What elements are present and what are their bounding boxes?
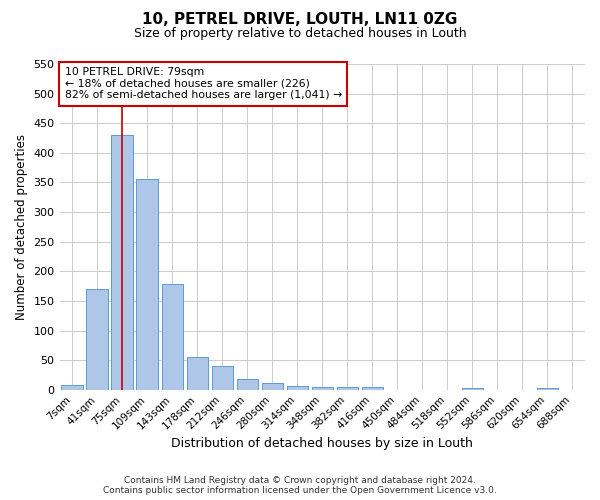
Bar <box>262 383 283 390</box>
Bar <box>287 386 308 390</box>
Bar <box>187 357 208 390</box>
Text: 10 PETREL DRIVE: 79sqm
← 18% of detached houses are smaller (226)
82% of semi-de: 10 PETREL DRIVE: 79sqm ← 18% of detached… <box>65 68 342 100</box>
Bar <box>462 388 483 390</box>
Text: 10, PETREL DRIVE, LOUTH, LN11 0ZG: 10, PETREL DRIVE, LOUTH, LN11 0ZG <box>142 12 458 28</box>
Bar <box>112 135 133 390</box>
Bar <box>161 284 183 390</box>
Bar <box>86 289 108 390</box>
Bar <box>337 388 358 390</box>
Y-axis label: Number of detached properties: Number of detached properties <box>15 134 28 320</box>
Bar <box>61 385 83 390</box>
X-axis label: Distribution of detached houses by size in Louth: Distribution of detached houses by size … <box>172 437 473 450</box>
Bar <box>212 366 233 390</box>
Bar <box>311 388 333 390</box>
Bar <box>136 179 158 390</box>
Text: Contains HM Land Registry data © Crown copyright and database right 2024.
Contai: Contains HM Land Registry data © Crown c… <box>103 476 497 495</box>
Bar <box>362 388 383 390</box>
Text: Size of property relative to detached houses in Louth: Size of property relative to detached ho… <box>134 28 466 40</box>
Bar <box>537 388 558 390</box>
Bar <box>236 379 258 390</box>
